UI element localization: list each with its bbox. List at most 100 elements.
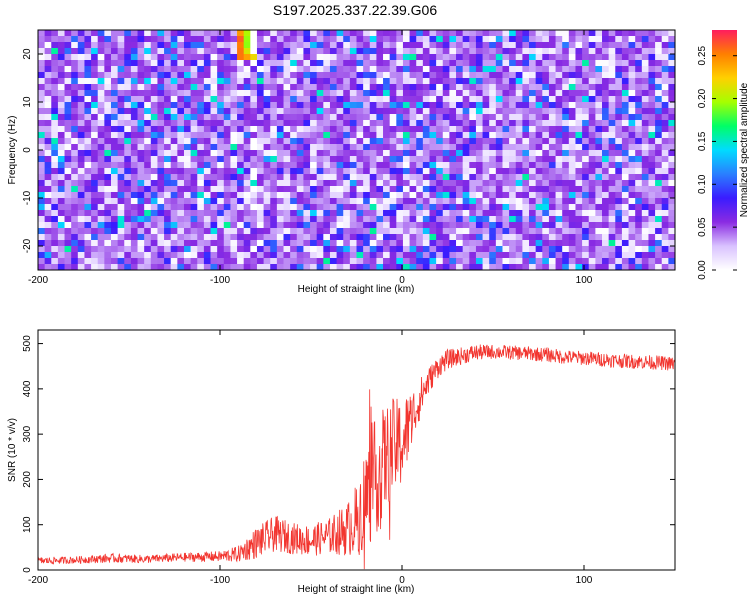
spectrogram-cell: [509, 180, 517, 187]
spectrogram-cell: [310, 144, 318, 151]
spectrogram-cell: [303, 78, 311, 85]
spectrogram-cell: [608, 192, 616, 199]
spectrogram-cell: [183, 174, 192, 181]
spectrogram-cell: [542, 138, 550, 145]
spectrogram-cell: [316, 120, 324, 127]
spectrogram-cell: [164, 102, 172, 109]
spectrogram-cell: [535, 30, 543, 37]
spectrogram-cell: [369, 120, 377, 127]
spectrogram-cell: [548, 246, 556, 253]
spectrogram-cell: [91, 66, 99, 73]
spectrogram-cell: [582, 36, 590, 43]
spectrogram-cell: [615, 228, 623, 235]
spectrogram-cell: [336, 72, 344, 79]
spectrogram-cell: [157, 198, 165, 205]
spectrogram-cell: [110, 216, 119, 223]
spectrogram-cell: [203, 72, 211, 79]
spectrogram-cell: [197, 162, 205, 169]
spectrogram-cell: [71, 42, 79, 49]
spectrogram-cell: [482, 102, 490, 109]
spectrogram-cell: [396, 186, 404, 193]
spectrogram-cell: [256, 126, 265, 133]
spectrogram-cell: [44, 216, 52, 223]
spectrogram-cell: [548, 48, 556, 55]
spectrogram-cell: [628, 138, 636, 145]
spectrogram-cell: [509, 210, 517, 217]
spectrogram-cell: [369, 114, 377, 121]
spectrogram-cell: [588, 72, 596, 79]
spectrogram-cell: [230, 210, 238, 217]
spectrogram-cell: [548, 174, 556, 181]
spectrogram-cell: [217, 228, 225, 235]
spectrogram-cell: [190, 180, 198, 187]
spectrogram-cell: [535, 228, 543, 235]
spectrogram-cell: [429, 258, 437, 265]
spectrogram-cell: [608, 228, 616, 235]
spectrogram-cell: [661, 144, 669, 151]
spectrogram-cell: [164, 198, 172, 205]
spectrogram-cell: [363, 186, 371, 193]
spectrogram-cell: [157, 78, 165, 85]
spectrogram-cell: [110, 96, 119, 103]
spectrogram-cell: [71, 120, 79, 127]
spectrogram-cell: [509, 168, 517, 175]
spectrogram-cell: [356, 120, 364, 127]
spectrogram-cell: [270, 54, 278, 61]
spectrogram-cell: [555, 132, 563, 139]
spectrogram-cell: [197, 168, 205, 175]
spectrogram-cell: [356, 96, 364, 103]
spectrogram-cell: [489, 234, 497, 241]
spectrogram-cell: [329, 54, 337, 61]
spectrogram-cell: [668, 186, 676, 193]
spectrogram-cell: [548, 216, 556, 223]
spectrogram-cell: [137, 42, 145, 49]
spectrogram-cell: [383, 210, 391, 217]
snr-x-label: Height of straight line (km): [298, 584, 415, 595]
spectrogram-cell: [303, 42, 311, 49]
spectrogram-cell: [303, 96, 311, 103]
spectrogram-cell: [343, 84, 351, 91]
spectrogram-cell: [542, 132, 550, 139]
spectrogram-cell: [283, 72, 291, 79]
spectrogram-cell: [655, 234, 663, 241]
spectrogram-cell: [555, 114, 563, 121]
spectrogram-cell: [495, 264, 503, 271]
spectrogram-cell: [529, 252, 537, 259]
spectrogram-cell: [628, 228, 636, 235]
spectrogram-cell: [210, 36, 218, 43]
spectrogram-cell: [203, 84, 211, 91]
spectrogram-cell: [137, 198, 145, 205]
spectrogram-cell: [668, 30, 676, 37]
spectrogram-cell: [77, 258, 85, 265]
spectrogram-cell: [509, 174, 517, 181]
spectrogram-cell: [164, 36, 172, 43]
spectrogram-cell: [77, 126, 85, 133]
spectrogram-cell: [38, 234, 46, 241]
spectrogram-cell: [542, 186, 550, 193]
spectrogram-cell: [177, 186, 185, 193]
spectrogram-cell: [190, 234, 198, 241]
spectrogram-cell: [38, 84, 46, 91]
spectrogram-cell: [442, 240, 450, 247]
spectrogram-cell: [668, 84, 676, 91]
spectrogram-cell: [648, 228, 656, 235]
spectrogram-cell: [157, 30, 165, 37]
spectrogram-cell: [502, 180, 510, 187]
spectrogram-cell: [429, 180, 437, 187]
spectrogram-cell: [270, 174, 278, 181]
spectrogram-cell: [668, 246, 676, 253]
spectrogram-cell: [296, 36, 304, 43]
spectrogram-cell: [429, 126, 437, 133]
x-tick-label: -100: [210, 575, 230, 586]
spectrogram-cell: [376, 144, 384, 151]
spectrogram-cell: [422, 228, 430, 235]
spectrogram-cell: [442, 120, 450, 127]
spectrogram-cell: [542, 36, 550, 43]
spectrogram-cell: [44, 162, 52, 169]
spectrogram-cell: [389, 48, 397, 55]
spectrogram-cell: [91, 144, 99, 151]
spectrogram-cell: [602, 138, 610, 145]
spectrogram-cell: [71, 246, 79, 253]
spectrogram-cell: [383, 192, 391, 199]
